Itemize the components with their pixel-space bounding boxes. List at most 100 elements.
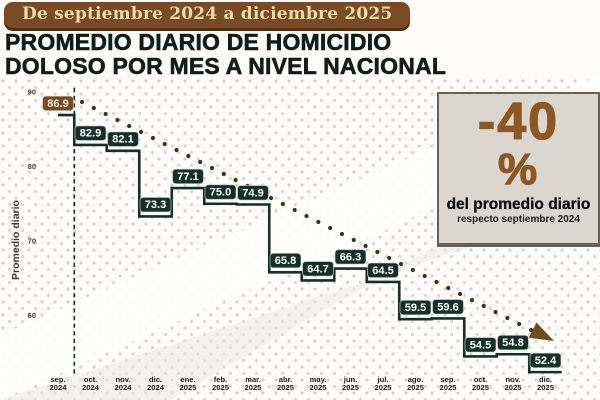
trend-dot bbox=[387, 255, 392, 261]
percent-change-callout: -40 % del promedio diario respecto septi… bbox=[437, 92, 600, 247]
percent-change-value: -40 bbox=[477, 93, 560, 151]
trend-dot bbox=[528, 327, 534, 333]
trend-dot bbox=[458, 291, 463, 297]
y-axis-tick: 80 bbox=[28, 162, 36, 171]
x-axis-label: oct. 2025 bbox=[472, 375, 490, 392]
trend-dot bbox=[91, 105, 96, 111]
trend-dot bbox=[316, 219, 321, 225]
trend-dot bbox=[268, 195, 274, 201]
trend-dot bbox=[398, 261, 404, 267]
value-label: 52.4 bbox=[535, 355, 557, 367]
value-label: 77.1 bbox=[177, 171, 198, 183]
x-axis-label: ene. 2025 bbox=[180, 375, 198, 392]
x-axis-label: mar. 2025 bbox=[245, 375, 263, 392]
x-axis-label: oct. 2024 bbox=[82, 375, 100, 392]
trend-dot bbox=[469, 297, 475, 303]
trend-dot bbox=[186, 153, 191, 159]
value-badge bbox=[529, 352, 562, 369]
trend-dot bbox=[434, 279, 439, 285]
trend-dot bbox=[292, 207, 297, 213]
step-line bbox=[58, 113, 562, 374]
trend-dot bbox=[304, 213, 309, 219]
x-axis-label: abr. 2025 bbox=[277, 375, 295, 392]
trend-dot bbox=[127, 123, 132, 129]
value-badge bbox=[172, 168, 204, 185]
trend-dot bbox=[339, 231, 345, 237]
value-badge bbox=[497, 334, 529, 351]
trend-dot bbox=[138, 129, 144, 135]
value-badge bbox=[367, 262, 399, 279]
y-axis-tick: 90 bbox=[28, 88, 36, 97]
trend-dot bbox=[481, 303, 486, 309]
page-title: PROMEDIO DIARIO DE HOMICIDIO DOLOSO POR … bbox=[5, 29, 447, 79]
trend-dot bbox=[233, 177, 238, 183]
x-axis-label: sep. 2024 bbox=[50, 375, 68, 392]
trend-dot bbox=[493, 309, 498, 315]
value-label: 66.3 bbox=[340, 251, 361, 263]
trend-dot bbox=[363, 243, 368, 249]
trend-dot bbox=[280, 201, 285, 207]
value-badge bbox=[237, 184, 269, 201]
value-badge bbox=[269, 252, 302, 269]
value-label: 59.5 bbox=[405, 302, 426, 314]
x-axis-label: jun. 2025 bbox=[342, 375, 360, 392]
trend-dot bbox=[505, 315, 510, 321]
value-label: 73.3 bbox=[145, 199, 166, 211]
trend-dot bbox=[150, 135, 155, 141]
trend-dot bbox=[410, 267, 415, 273]
trend-dot bbox=[209, 165, 215, 171]
value-badge bbox=[432, 298, 464, 315]
trend-arrow-icon bbox=[528, 322, 554, 341]
value-badge bbox=[464, 336, 497, 353]
x-axis-label: nov. 2024 bbox=[115, 375, 133, 392]
value-label: 82.1 bbox=[112, 134, 133, 146]
value-label: 82.9 bbox=[80, 128, 101, 140]
trend-dot bbox=[115, 117, 120, 123]
value-label: 64.7 bbox=[307, 263, 328, 275]
value-label: 65.8 bbox=[275, 255, 296, 267]
trend-dot bbox=[351, 237, 356, 243]
x-axis-label: dic. 2024 bbox=[147, 375, 165, 392]
value-badge bbox=[139, 196, 172, 213]
value-badge bbox=[399, 299, 432, 316]
y-axis-title: Promedio diario bbox=[10, 200, 22, 280]
percent-sign: % bbox=[497, 145, 540, 194]
trend-dot bbox=[103, 111, 108, 117]
trend-dot bbox=[79, 99, 85, 105]
x-axis-label: ago. 2025 bbox=[407, 375, 425, 392]
value-badge bbox=[302, 260, 334, 277]
trend-dot bbox=[174, 147, 179, 153]
trend-dot bbox=[162, 141, 167, 147]
value-label: 74.9 bbox=[242, 187, 263, 199]
x-axis-label: sep. 2025 bbox=[440, 375, 458, 392]
x-axis-label: dic. 2025 bbox=[537, 375, 555, 392]
x-axis-label: nov. 2025 bbox=[505, 375, 523, 392]
value-label: 86.9 bbox=[47, 98, 68, 110]
trend-dot bbox=[328, 225, 333, 231]
x-axis-label: may. 2025 bbox=[310, 375, 328, 392]
value-badge bbox=[204, 184, 237, 200]
trend-dot bbox=[446, 285, 451, 291]
value-label: 64.5 bbox=[372, 265, 393, 277]
date-range-badge: De septiembre 2024 a diciembre 2025 bbox=[4, 2, 411, 28]
title-line-1: PROMEDIO DIARIO DE HOMICIDIO bbox=[5, 29, 392, 55]
trend-dot bbox=[517, 321, 522, 327]
title-line-2: DOLOSO POR MES A NIVEL NACIONAL bbox=[5, 52, 447, 79]
value-label: 75.0 bbox=[210, 187, 231, 199]
y-axis-tick: 60 bbox=[28, 311, 36, 320]
value-badge bbox=[107, 131, 139, 147]
trend-dot bbox=[221, 171, 226, 177]
date-range-label: De septiembre 2024 a diciembre 2025 bbox=[22, 4, 393, 24]
trend-dot bbox=[422, 273, 427, 279]
trend-dot bbox=[375, 249, 380, 255]
value-badge bbox=[334, 249, 367, 265]
value-label: 59.6 bbox=[437, 301, 458, 313]
x-axis-label: feb. 2025 bbox=[212, 375, 230, 392]
callout-subcaption: respecto septiembre 2024 bbox=[457, 214, 580, 225]
trend-dot bbox=[198, 159, 203, 165]
value-badge bbox=[42, 95, 74, 112]
value-label: 54.5 bbox=[470, 339, 491, 351]
value-badge bbox=[74, 125, 107, 141]
callout-caption: del promedio diario bbox=[446, 196, 591, 213]
value-label: 54.8 bbox=[502, 337, 523, 349]
